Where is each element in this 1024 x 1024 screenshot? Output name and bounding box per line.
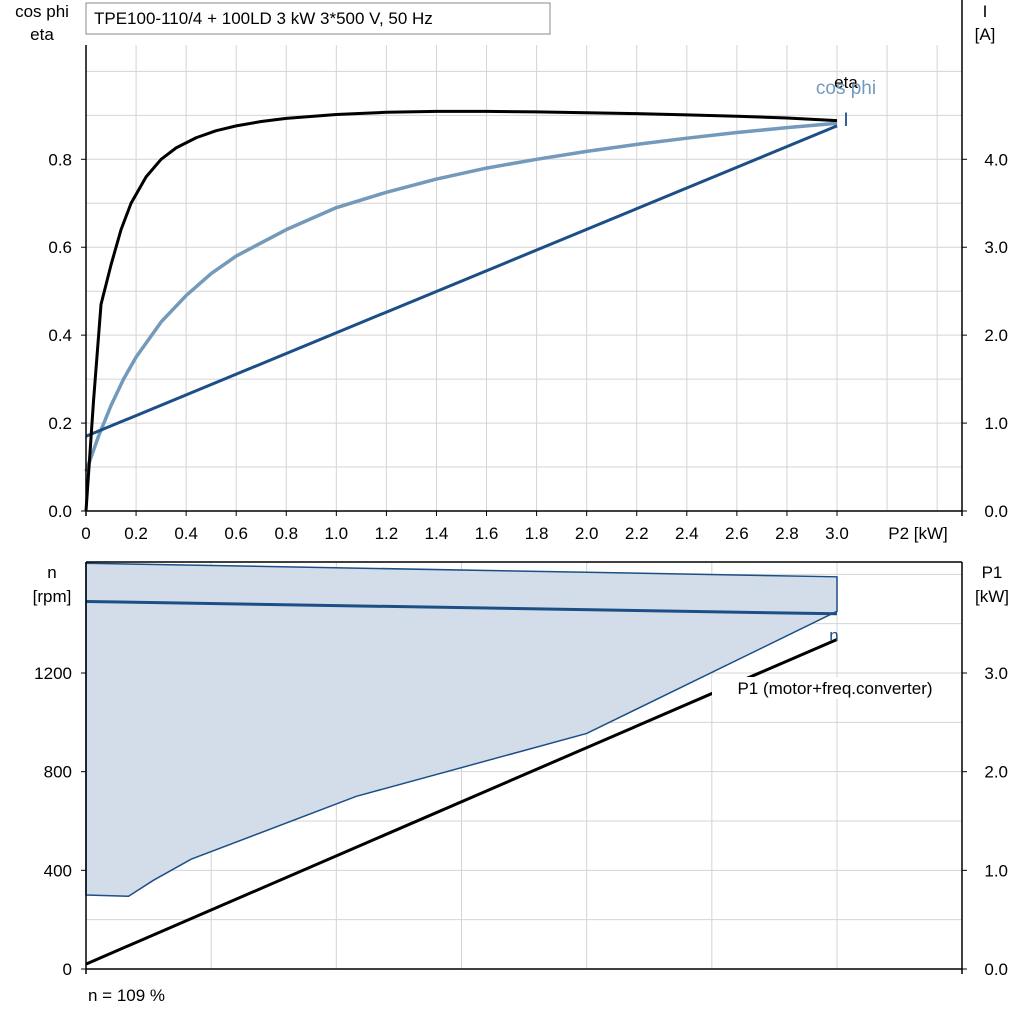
right-y-tick-label: 2.0 xyxy=(984,763,1008,782)
x-tick-label: 2.2 xyxy=(625,524,649,543)
right-y-tick-label: 1.0 xyxy=(984,861,1008,880)
series-eta xyxy=(84,109,838,512)
series-p1-motor-freq-converter xyxy=(85,638,838,966)
top-series xyxy=(84,109,838,512)
speed-footnote: n = 109 % xyxy=(88,986,165,1005)
top-grid xyxy=(86,45,962,511)
series-cos-phi xyxy=(84,121,838,473)
top-left-axis-label-2: eta xyxy=(30,25,54,44)
operating-area-polygon xyxy=(85,562,838,897)
left-y-tick-label: 0.2 xyxy=(48,414,72,433)
x-tick-label: 2.6 xyxy=(725,524,749,543)
top-right-axis-label-1: I xyxy=(983,2,988,21)
left-y-tick-label: 0 xyxy=(63,960,72,979)
right-y-tick-label: 3.0 xyxy=(984,664,1008,683)
series-label-eta: eta xyxy=(834,73,858,92)
tick-labels: 0 0.2 0.4 0.6 0.8 1.0 1.2 1.4 1.6 1.8 2.0 2.2 2.4 2.6… xyxy=(34,150,1008,979)
x-tick-label: 2.8 xyxy=(775,524,799,543)
left-y-tick-label: 800 xyxy=(44,763,72,782)
x-tick-label: 0.6 xyxy=(224,524,248,543)
series-label-cos-phi: cos phi xyxy=(816,78,876,99)
series-n xyxy=(85,599,838,616)
x-tick-label: 1.4 xyxy=(425,524,449,543)
p1-label-background xyxy=(712,677,958,699)
bottom-left-axis-label-2: [rpm] xyxy=(33,587,72,606)
left-y-tick-label: 0.0 xyxy=(48,502,72,521)
left-y-tick-label: 1200 xyxy=(34,664,72,683)
x-tick-label: 0.8 xyxy=(274,524,298,543)
left-y-tick-label: 0.6 xyxy=(48,238,72,257)
bottom-series xyxy=(85,599,838,966)
axes-frame xyxy=(85,0,963,974)
x-tick-label: 1.2 xyxy=(375,524,399,543)
bottom-right-axis-label-2: [kW] xyxy=(975,587,1009,606)
right-y-tick-label: 4.0 xyxy=(984,150,1008,169)
left-y-tick-label: 400 xyxy=(44,861,72,880)
x-tick-label: 2.0 xyxy=(575,524,599,543)
right-y-tick-label: 1.0 xyxy=(984,414,1008,433)
series-label-current: I xyxy=(843,110,848,131)
x-tick-label: 1.6 xyxy=(475,524,499,543)
left-y-tick-label: 0.8 xyxy=(48,150,72,169)
right-y-tick-label: 0.0 xyxy=(984,960,1008,979)
right-y-tick-label: 3.0 xyxy=(984,238,1008,257)
x-tick-label: 0.4 xyxy=(174,524,198,543)
x-tick-label: 0.2 xyxy=(124,524,148,543)
series-label-p1: P1 (motor+freq.converter) xyxy=(737,679,932,698)
right-y-tick-label: 2.0 xyxy=(984,326,1008,345)
x-tick-label: 0 xyxy=(81,524,90,543)
series-label-speed: n xyxy=(829,626,838,645)
series-i xyxy=(85,124,838,438)
x-tick-label: 2.4 xyxy=(675,524,699,543)
bottom-right-axis-label-1: P1 xyxy=(982,563,1003,582)
x-tick-label: 1.8 xyxy=(525,524,549,543)
x-tick-label: 3.0 xyxy=(825,524,849,543)
left-y-tick-label: 0.4 xyxy=(48,326,72,345)
bottom-left-axis-label-1: n xyxy=(47,563,56,582)
x-tick-label: 1.0 xyxy=(325,524,349,543)
right-y-tick-label: 0.0 xyxy=(984,502,1008,521)
x-axis-label: P2 [kW] xyxy=(888,524,948,543)
top-right-axis-label-2: [A] xyxy=(975,25,996,44)
top-left-axis-label-1: cos phi xyxy=(15,2,69,21)
chart-title: TPE100-110/4 + 100LD 3 kW 3*500 V, 50 Hz xyxy=(94,9,433,28)
title-box xyxy=(85,2,551,35)
operating-area xyxy=(85,562,838,897)
